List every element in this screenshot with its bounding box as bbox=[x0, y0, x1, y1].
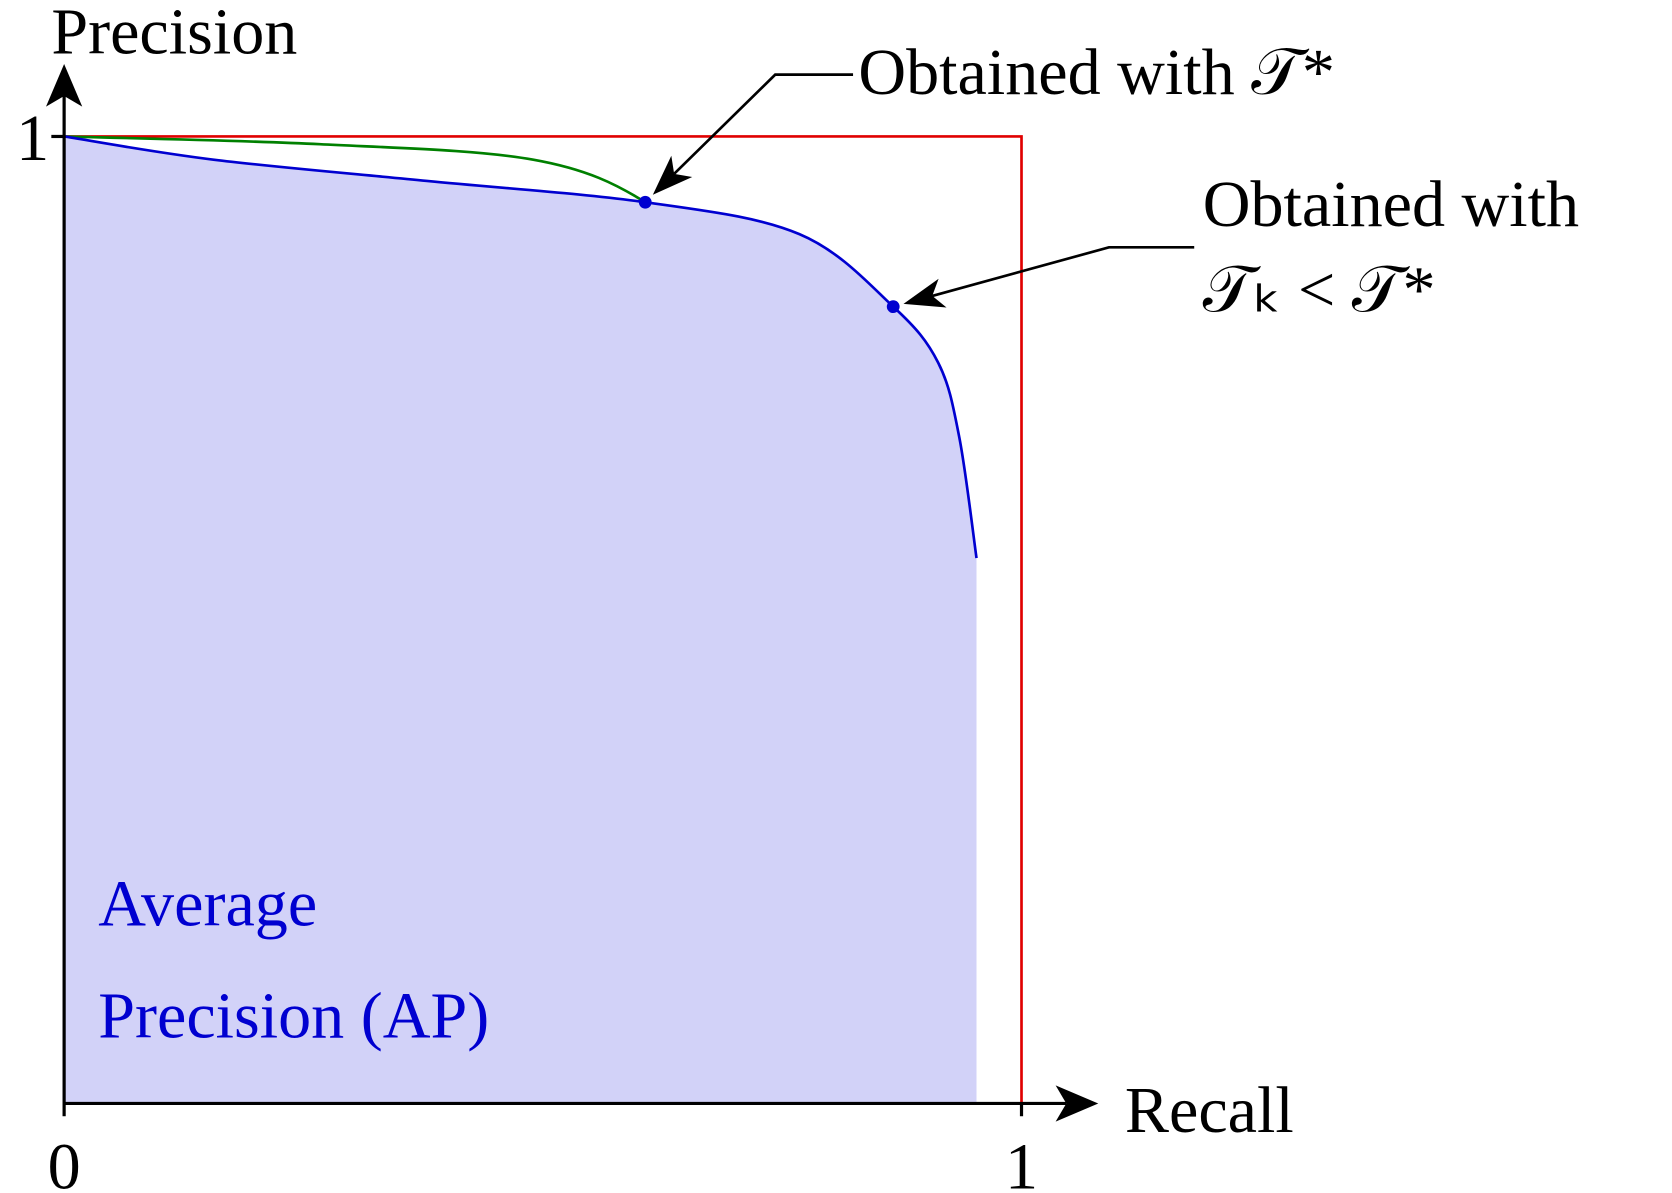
annotation-arrow bbox=[652, 155, 693, 195]
area bbox=[64, 136, 977, 1104]
x-tick-label: 0 bbox=[48, 1131, 81, 1193]
y-axis-label: Precision bbox=[51, 0, 297, 68]
point bbox=[638, 195, 652, 209]
x-axis-arrow bbox=[1055, 1085, 1099, 1122]
point bbox=[886, 300, 900, 314]
area-label: Average bbox=[98, 867, 317, 940]
curve bbox=[63, 135, 978, 559]
x-tick-label: 1 bbox=[1005, 1131, 1038, 1193]
annotation-text: 𝒯ₖ < 𝒯* bbox=[1203, 253, 1436, 326]
annotation-line bbox=[673, 73, 854, 175]
annotation-text: Obtained with bbox=[1203, 168, 1579, 241]
plot-area bbox=[63, 135, 1023, 1104]
annotation-line bbox=[931, 246, 1195, 298]
x-axis-label: Recall bbox=[1125, 1074, 1294, 1147]
y-axis-arrow bbox=[45, 63, 83, 107]
annotation-arrow bbox=[903, 278, 947, 308]
area-label: Precision (AP) bbox=[98, 979, 489, 1052]
curve bbox=[64, 135, 1023, 1104]
y-tick-label: 1 bbox=[16, 102, 49, 175]
annotation-text: Obtained with 𝒯* bbox=[858, 36, 1335, 109]
